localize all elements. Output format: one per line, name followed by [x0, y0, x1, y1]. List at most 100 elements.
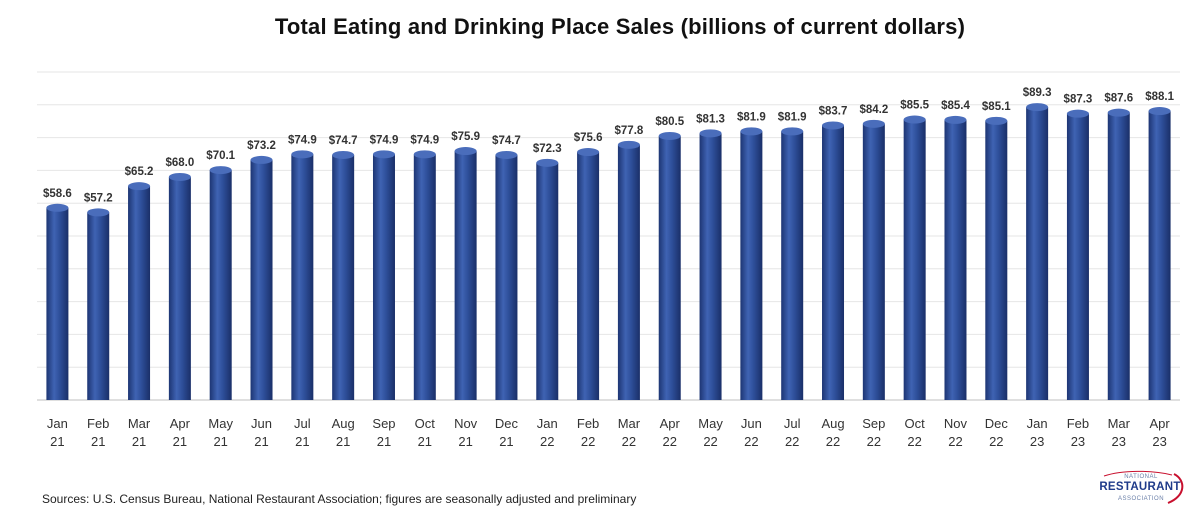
data-label: $74.7 [492, 135, 521, 147]
bar-cap [495, 150, 518, 159]
data-label: $87.3 [1064, 94, 1093, 106]
x-tick-month: Sep [862, 416, 885, 431]
data-label: $80.5 [655, 116, 684, 128]
x-tick-month: Dec [985, 416, 1009, 431]
bar-body [985, 120, 1008, 400]
bar-cap [372, 150, 395, 159]
x-tick-month: May [698, 416, 723, 431]
bar [291, 150, 314, 400]
bar-body [1026, 107, 1049, 400]
x-tick-month: Jun [251, 416, 272, 431]
x-tick-year: 22 [581, 434, 595, 449]
bar [1148, 107, 1171, 401]
x-tick-month: Jul [294, 416, 311, 431]
data-label: $84.2 [859, 104, 888, 116]
x-tick-year: 22 [989, 434, 1003, 449]
x-tick-year: 21 [295, 434, 309, 449]
bar-body [209, 170, 232, 400]
x-tick-month: Feb [1067, 416, 1089, 431]
bar [372, 150, 395, 400]
x-tick-month: Feb [577, 416, 599, 431]
x-tick-year: 21 [132, 434, 146, 449]
bar-body [250, 159, 273, 400]
bar-cap [454, 147, 477, 156]
bar [454, 147, 477, 400]
data-label: $77.8 [615, 125, 644, 137]
x-tick-year: 21 [458, 434, 472, 449]
bar [699, 129, 722, 400]
bar-body [495, 154, 518, 400]
x-tick-month: Dec [495, 416, 519, 431]
bar-body [822, 125, 845, 401]
data-label: $58.6 [43, 188, 72, 200]
x-tick-year: 21 [377, 434, 391, 449]
x-tick-month: Jan [1027, 416, 1048, 431]
bar [740, 127, 763, 401]
bar-cap [128, 182, 151, 191]
bar-cap [413, 150, 436, 159]
bar-body [1148, 111, 1171, 401]
bar [658, 131, 681, 400]
logo-main-text: RESTAURANT [1099, 481, 1181, 493]
bar-cap [658, 131, 681, 140]
bar-cap [332, 150, 355, 159]
bar-body [903, 119, 926, 400]
bar [822, 121, 845, 401]
logo-swoosh-icon [1103, 470, 1184, 504]
bar-body [372, 154, 395, 400]
bar-cap [822, 121, 845, 130]
bar-body [699, 133, 722, 400]
bar [413, 150, 436, 400]
bar [617, 140, 640, 400]
bar-cap [577, 148, 600, 157]
data-label: $85.4 [941, 100, 970, 112]
data-label: $89.3 [1023, 87, 1052, 99]
data-label: $81.3 [696, 113, 725, 125]
bar-cap [985, 116, 1008, 125]
bar-cap [87, 208, 110, 217]
data-label: $83.7 [819, 105, 848, 117]
x-tick-month: Mar [1108, 416, 1131, 431]
x-tick-year: 23 [1112, 434, 1126, 449]
data-label: $88.1 [1145, 91, 1174, 103]
data-label: $85.1 [982, 101, 1011, 113]
bar-body [577, 152, 600, 400]
bar-cap [617, 140, 640, 149]
bar-body [740, 131, 763, 401]
x-tick-month: Jan [47, 416, 68, 431]
x-tick-month: Jul [784, 416, 801, 431]
x-tick-year: 21 [336, 434, 350, 449]
bar-body [168, 176, 191, 400]
bar [250, 155, 273, 400]
bar-cap [781, 127, 804, 136]
x-tick-month: Jun [741, 416, 762, 431]
bar-body [454, 151, 477, 400]
x-tick-year: 21 [254, 434, 268, 449]
bar-cap [291, 150, 314, 159]
x-tick-month: Nov [944, 416, 968, 431]
bar-cap [740, 127, 763, 136]
x-tick-month: Apr [1149, 416, 1170, 431]
x-tick-year: 21 [173, 434, 187, 449]
bar-body [128, 186, 151, 400]
x-tick-year: 22 [867, 434, 881, 449]
bar-body [87, 212, 110, 400]
bar-body [1107, 112, 1130, 400]
bar [1026, 103, 1049, 400]
x-tick-year: 23 [1030, 434, 1044, 449]
x-tick-year: 21 [499, 434, 513, 449]
x-tick-month: May [208, 416, 233, 431]
x-tick-month: Mar [618, 416, 641, 431]
x-tick-month: Jan [537, 416, 558, 431]
bar-body [291, 154, 314, 400]
x-tick-month: Feb [87, 416, 109, 431]
bar-cap [1107, 108, 1130, 117]
bar-body [46, 207, 69, 400]
x-tick-year: 21 [418, 434, 432, 449]
x-tick-year: 22 [826, 434, 840, 449]
x-tick-year: 21 [213, 434, 227, 449]
data-label: $85.5 [900, 100, 929, 112]
bar [495, 150, 518, 400]
x-tick-year: 22 [785, 434, 799, 449]
bar [128, 182, 151, 400]
